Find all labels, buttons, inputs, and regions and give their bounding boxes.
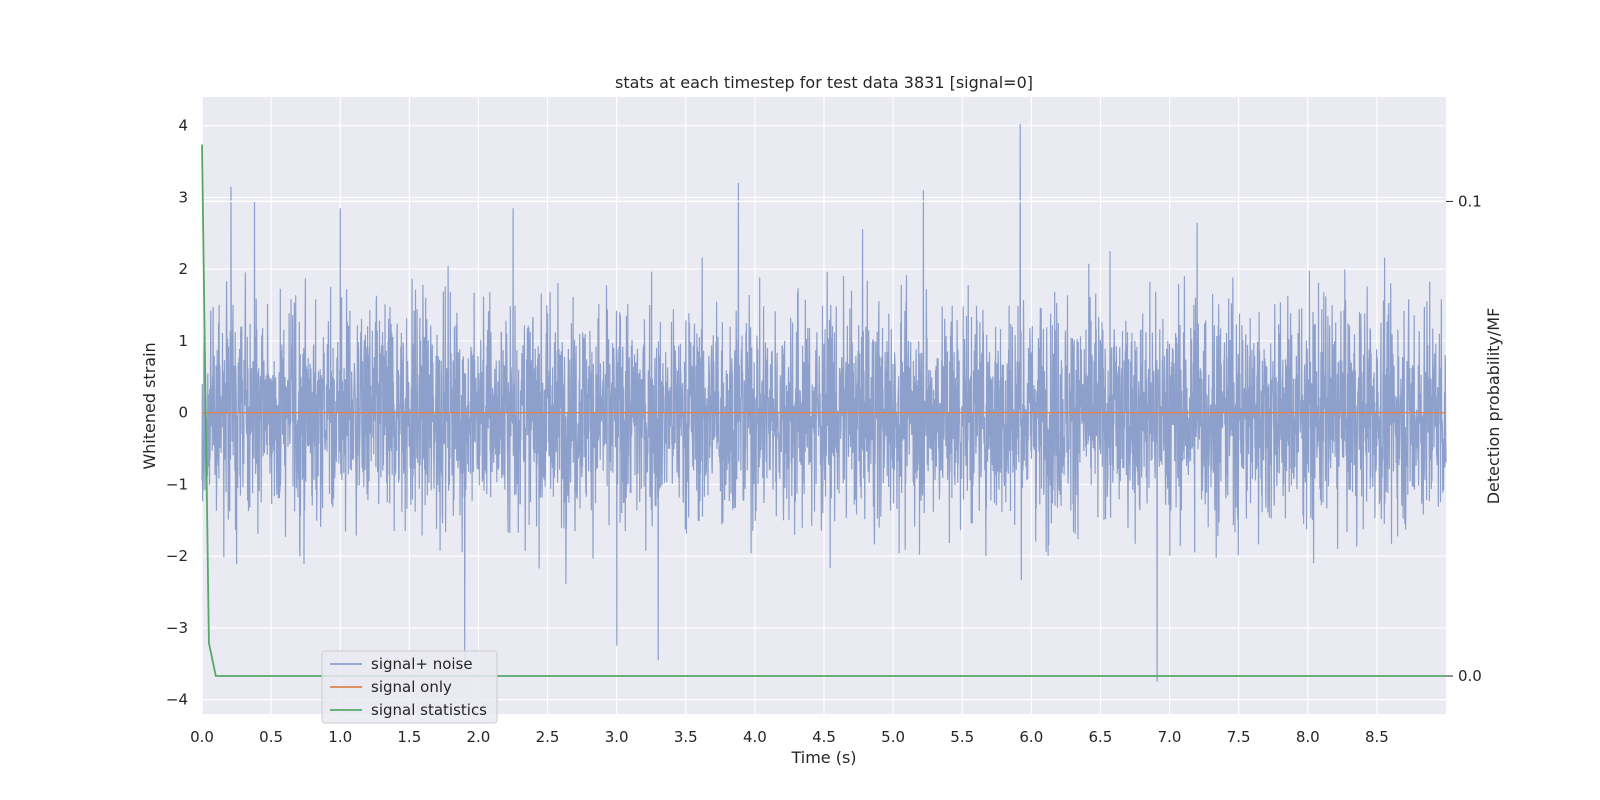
y2-axis-label: Detection probability/MF (1484, 308, 1503, 505)
x-tick-label: 1.5 (397, 728, 421, 746)
y-tick-label: −1 (166, 475, 188, 493)
x-tick-label: 6.0 (1019, 728, 1043, 746)
x-tick-label: 0.5 (259, 728, 283, 746)
y-tick-label: −4 (166, 691, 188, 709)
series-layer (201, 124, 1447, 682)
y2-tick-label: 0.0 (1458, 667, 1482, 685)
y-tick-label: −2 (166, 547, 188, 565)
legend: signal+ noise signal only signal statist… (321, 650, 498, 724)
legend-label-signal-only: signal only (371, 678, 452, 696)
y-axis-label: Whitened strain (140, 342, 159, 469)
y-tick-label: 0 (178, 404, 188, 422)
y-tick-label: 1 (178, 332, 188, 350)
x-tick-label: 3.0 (605, 728, 629, 746)
legend-label-signal-statistics: signal statistics (371, 701, 487, 719)
y-tick-label: 2 (178, 260, 188, 278)
x-tick-label: 8.5 (1365, 728, 1389, 746)
x-tick-label: 5.5 (950, 728, 974, 746)
y-tick-label: 3 (178, 188, 188, 206)
y-tick-labels: 4 3 2 1 0 −1 −2 −3 −4 (166, 117, 188, 709)
legend-box (321, 650, 498, 724)
y2-tick-labels: 0.1 0.0 (1446, 192, 1482, 685)
y2-tick-label: 0.1 (1458, 192, 1482, 210)
x-tick-label: 2.5 (536, 728, 560, 746)
legend-label-signal-noise: signal+ noise (371, 655, 473, 673)
x-tick-label: 4.0 (743, 728, 767, 746)
chart-title: stats at each timestep for test data 383… (615, 73, 1033, 92)
series-signal-noise (201, 124, 1447, 682)
x-tick-label: 7.5 (1227, 728, 1251, 746)
y-tick-label: −3 (166, 619, 188, 637)
x-tick-label: 7.0 (1158, 728, 1182, 746)
y-tick-label: 4 (178, 117, 188, 135)
x-tick-label: 0.0 (190, 728, 214, 746)
series-signal-statistics (201, 144, 1446, 677)
x-tick-label: 4.5 (812, 728, 836, 746)
x-tick-label: 3.5 (674, 728, 698, 746)
x-tick-label: 5.0 (881, 728, 905, 746)
x-tick-label: 8.0 (1296, 728, 1320, 746)
x-tick-label: 1.0 (328, 728, 352, 746)
x-tick-label: 2.0 (467, 728, 491, 746)
x-tick-label: 6.5 (1089, 728, 1113, 746)
x-tick-labels: 0.0 0.5 1.0 1.5 2.0 2.5 3.0 3.5 4.0 4.5 5.0 5.5 6.0 6… (190, 728, 1389, 746)
x-axis-label: Time (s) (790, 748, 856, 767)
